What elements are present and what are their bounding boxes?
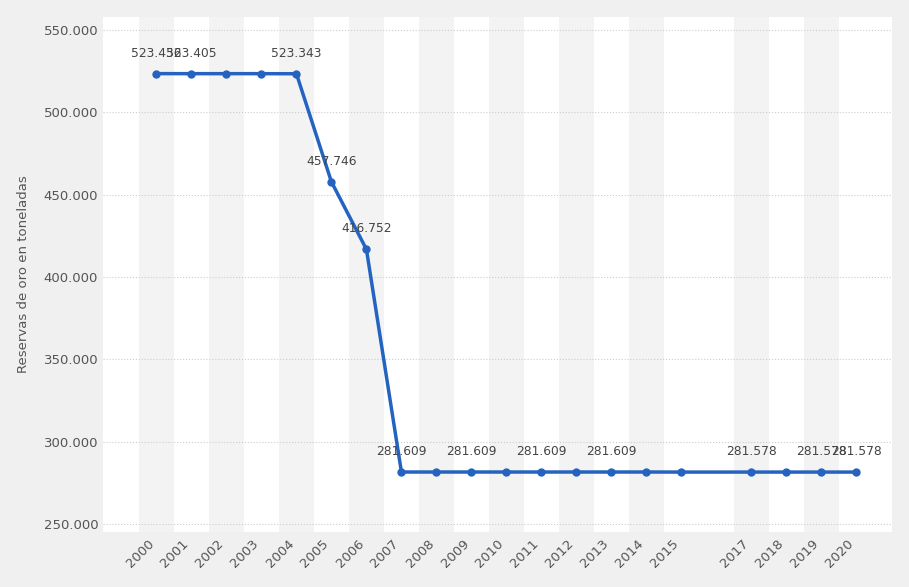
Bar (139, 16, 174, 532)
Bar (349, 16, 384, 532)
Text: 523.436: 523.436 (131, 47, 182, 60)
Bar (209, 16, 244, 532)
Text: 416.752: 416.752 (341, 222, 392, 235)
Text: 281.609: 281.609 (376, 445, 426, 458)
Bar (419, 16, 454, 532)
Text: 523.343: 523.343 (271, 47, 322, 60)
Y-axis label: Reservas de oro en toneladas: Reservas de oro en toneladas (16, 176, 30, 373)
Bar (629, 16, 664, 532)
Text: 457.746: 457.746 (306, 155, 356, 168)
Text: 281.578: 281.578 (796, 445, 847, 458)
Text: 281.609: 281.609 (446, 445, 496, 458)
Bar (559, 16, 594, 532)
Bar (734, 16, 769, 532)
Text: 281.609: 281.609 (586, 445, 636, 458)
Text: 281.578: 281.578 (726, 445, 777, 458)
Text: 281.609: 281.609 (516, 445, 566, 458)
Text: 281.578: 281.578 (831, 445, 882, 458)
Bar (489, 16, 524, 532)
Text: 523.405: 523.405 (166, 47, 216, 60)
Bar (804, 16, 839, 532)
Bar (279, 16, 314, 532)
